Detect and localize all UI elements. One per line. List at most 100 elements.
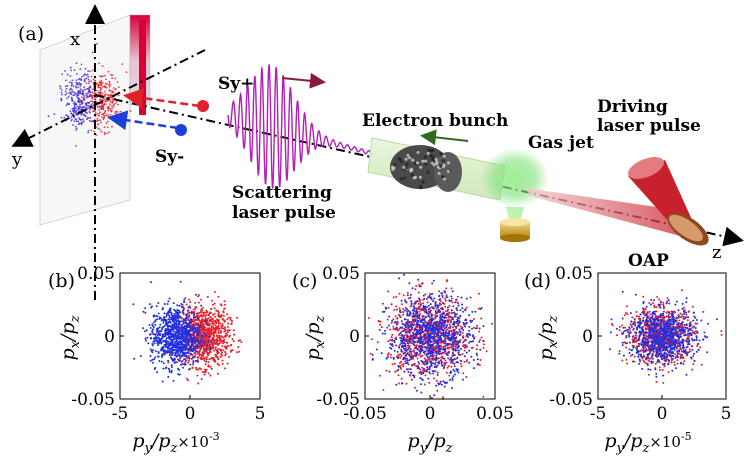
bunch-particle [424, 159, 428, 163]
data-point [213, 291, 216, 293]
data-point [167, 342, 170, 345]
data-point [461, 331, 464, 334]
inset-point [103, 133, 106, 136]
oap-mirror [667, 212, 709, 246]
data-point [201, 344, 204, 347]
data-point [410, 364, 413, 367]
data-point [167, 359, 170, 362]
data-point [460, 365, 463, 368]
inset-point [85, 103, 87, 106]
data-point [183, 362, 186, 365]
bunch-particle [405, 162, 409, 166]
inset-point [97, 85, 100, 88]
data-point [212, 334, 215, 337]
inset-point [79, 91, 81, 93]
bunch-particle [415, 161, 420, 165]
data-point [631, 316, 634, 319]
data-point [388, 324, 390, 327]
data-point [449, 361, 452, 364]
data-point [452, 347, 455, 350]
data-point [208, 341, 210, 344]
data-point [163, 318, 166, 321]
data-point [458, 328, 461, 331]
data-point [404, 357, 407, 360]
data-point [210, 325, 213, 327]
data-point [167, 329, 170, 332]
data-point [452, 368, 455, 371]
data-point [470, 340, 473, 343]
data-point [167, 321, 170, 324]
data-point [425, 360, 428, 363]
inset-point [105, 78, 107, 81]
data-point [403, 344, 406, 347]
data-point [203, 311, 206, 314]
inset-point [84, 67, 87, 70]
data-point [188, 347, 191, 350]
y-axis-title: px/pz [302, 315, 328, 360]
data-point [426, 306, 428, 308]
inset-point [125, 71, 128, 73]
data-point [434, 314, 437, 317]
panel-a-label: (a) [18, 23, 44, 45]
data-point [227, 322, 230, 325]
data-point [421, 324, 424, 327]
data-point [198, 367, 201, 370]
data-point [431, 332, 434, 335]
data-point [449, 370, 452, 373]
data-point [380, 326, 383, 329]
data-point [433, 332, 436, 335]
inset-point [112, 91, 115, 94]
data-point [392, 318, 395, 321]
data-point [471, 319, 474, 322]
data-point [180, 333, 183, 336]
inset-point [116, 113, 118, 116]
data-point [401, 382, 404, 385]
data-point [185, 322, 188, 325]
data-point [156, 371, 158, 374]
data-point [220, 329, 223, 332]
data-point [456, 295, 459, 298]
data-point [168, 336, 171, 339]
data-point [432, 337, 435, 340]
data-point [222, 339, 225, 342]
focused-beam [525, 188, 688, 238]
data-point [200, 298, 202, 301]
data-point [443, 364, 446, 367]
data-point [167, 351, 170, 353]
data-point [420, 320, 423, 323]
bunch-particle [405, 166, 409, 170]
inset-point [83, 98, 86, 101]
data-point [169, 311, 172, 314]
data-point [216, 362, 219, 365]
data-point [139, 355, 142, 358]
data-point [161, 336, 164, 339]
bunch-particle [402, 165, 406, 170]
data-point [192, 317, 195, 320]
data-point [406, 308, 408, 311]
data-point [188, 355, 191, 358]
data-point [161, 308, 164, 311]
inset-point [87, 104, 90, 107]
series-sy-minus [132, 280, 219, 383]
data-point [167, 361, 170, 364]
data-point [176, 304, 179, 307]
data-point [403, 298, 406, 301]
data-point [443, 348, 445, 351]
data-point [206, 323, 209, 326]
data-point [174, 327, 177, 330]
data-point [423, 346, 426, 349]
data-point [217, 372, 219, 375]
data-point [439, 380, 442, 383]
data-point [389, 353, 392, 356]
data-point [662, 381, 665, 384]
bunch-particle [421, 159, 425, 163]
data-point [454, 313, 457, 316]
data-point [187, 344, 190, 346]
data-point [429, 372, 432, 375]
data-point [427, 315, 430, 317]
data-point [449, 378, 451, 381]
data-point [402, 358, 405, 361]
driving-label-2: laser pulse [597, 116, 701, 136]
data-point [158, 338, 161, 341]
nozzle-body [500, 222, 530, 238]
